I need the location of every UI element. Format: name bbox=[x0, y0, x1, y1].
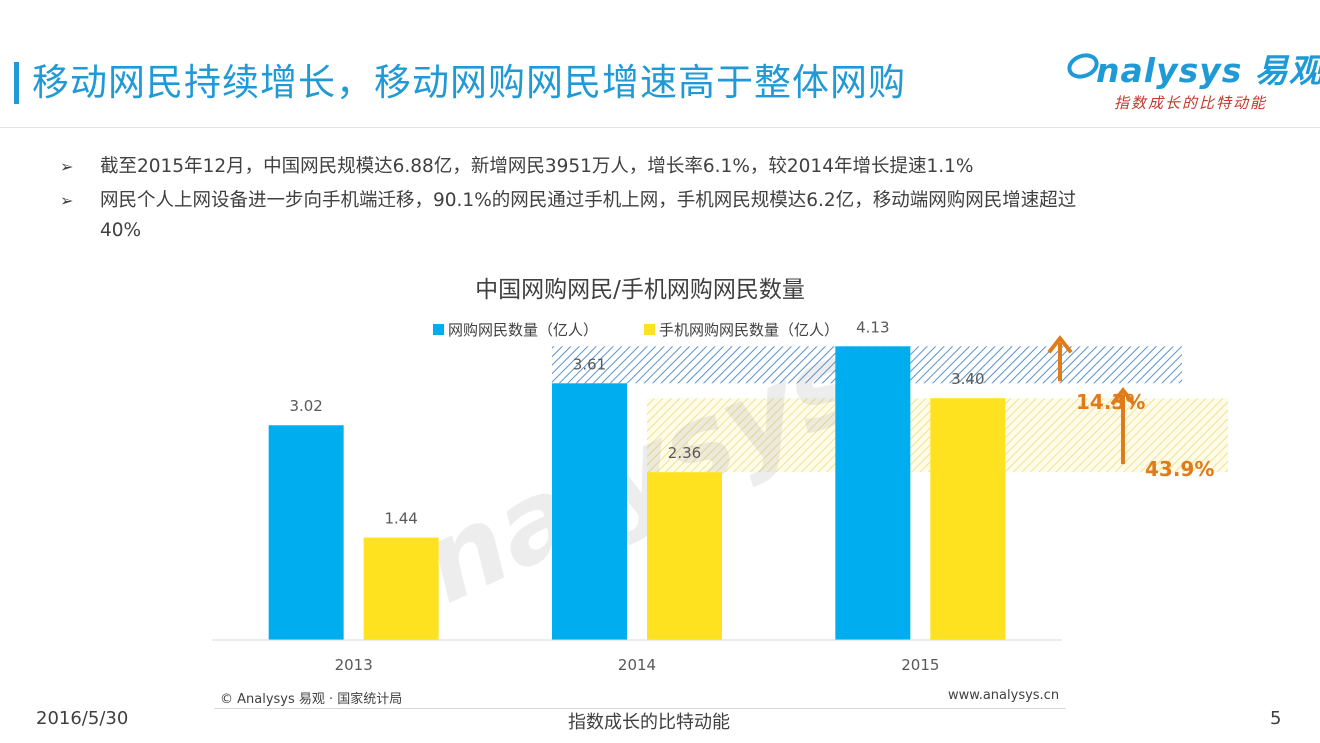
growth-annotations: 14.3% 43.9% bbox=[1047, 335, 1214, 481]
up-arrow-head-icon bbox=[1110, 386, 1136, 406]
logo-swoosh-icon bbox=[1067, 53, 1099, 79]
footer-copyright: © Analysys 易观 · 国家统计局 bbox=[220, 692, 403, 707]
x-tick-label-2013: 2013 bbox=[335, 656, 373, 674]
analysys-logo: nalysys 易观 指数成长的比特动能 bbox=[1066, 44, 1320, 124]
footer-date: 2016/5/30 bbox=[36, 708, 129, 729]
x-tick-label-2014: 2014 bbox=[618, 656, 656, 674]
page-number: 5 bbox=[1270, 708, 1282, 729]
x-tick-label-2015: 2015 bbox=[901, 656, 939, 674]
bullet-item: ➢ 截至2015年12月，中国网民规模达6.88亿，新增网民3951万人，增长率… bbox=[60, 152, 1160, 182]
up-arrow-head-icon bbox=[1047, 335, 1073, 354]
header-divider bbox=[0, 127, 1320, 128]
chart-title: 中国网购网民/手机网购网民数量 bbox=[475, 277, 805, 303]
bullet-text: 截至2015年12月，中国网民规模达6.88亿，新增网民3951万人，增长率6.… bbox=[100, 156, 974, 177]
page-title: 移动网民持续增长，移动网购网民增速高于整体网购 bbox=[32, 61, 906, 104]
legend-swatch-online bbox=[433, 324, 444, 335]
arrow-bullet-icon: ➢ bbox=[60, 157, 74, 176]
footer-url[interactable]: www.analysys.cn bbox=[948, 688, 1060, 703]
legend-label-online: 网购网民数量（亿人） bbox=[448, 321, 598, 339]
bar-online-2013 bbox=[268, 425, 344, 640]
value-label-online-2015: 4.13 bbox=[856, 318, 889, 336]
value-label-mobile-2014: 2.36 bbox=[668, 444, 701, 462]
bar-mobile-2013 bbox=[363, 537, 439, 640]
legend-label-mobile: 手机网购网民数量（亿人） bbox=[659, 321, 839, 339]
bar-online-2014 bbox=[552, 383, 627, 640]
logo-slogan: 指数成长的比特动能 bbox=[1114, 94, 1268, 112]
growth-rate-mobile: 43.9% bbox=[1145, 457, 1214, 481]
value-label-group: 3.02 1.44 3.61 2.36 4.13 3.40 bbox=[289, 318, 984, 527]
bullet-text: 网民个人上网设备进一步向手机端迁移，90.1%的网民通过手机上网，手机网民规模达… bbox=[100, 190, 1077, 241]
bar-online-2015 bbox=[835, 346, 911, 640]
bullet-item: ➢ 网民个人上网设备进一步向手机端迁移，90.1%的网民通过手机上网，手机网民规… bbox=[60, 186, 1160, 246]
legend-swatch-mobile bbox=[644, 324, 655, 335]
bullet-list: ➢ 截至2015年12月，中国网民规模达6.88亿，新增网民3951万人，增长率… bbox=[60, 152, 1160, 250]
value-label-mobile-2015: 3.40 bbox=[951, 370, 984, 388]
bar-group bbox=[268, 346, 1006, 640]
value-label-mobile-2013: 1.44 bbox=[384, 510, 417, 528]
value-label-online-2013: 3.02 bbox=[289, 397, 322, 415]
growth-rate-online: 14.3% bbox=[1076, 390, 1145, 414]
title-accent-bar bbox=[14, 62, 19, 104]
value-label-online-2014: 3.61 bbox=[573, 355, 606, 373]
footer-divider bbox=[214, 708, 1066, 709]
chart-legend: 网购网民数量（亿人） 手机网购网民数量（亿人） bbox=[433, 321, 839, 339]
logo-wordmark: nalysys 易观 bbox=[1096, 51, 1320, 90]
x-tick-group: 2013 2014 2015 bbox=[335, 656, 940, 674]
arrow-bullet-icon: ➢ bbox=[60, 191, 74, 210]
bar-mobile-2014 bbox=[647, 472, 722, 640]
footer-slogan: 指数成长的比特动能 bbox=[568, 712, 730, 733]
bar-mobile-2015 bbox=[930, 398, 1006, 640]
